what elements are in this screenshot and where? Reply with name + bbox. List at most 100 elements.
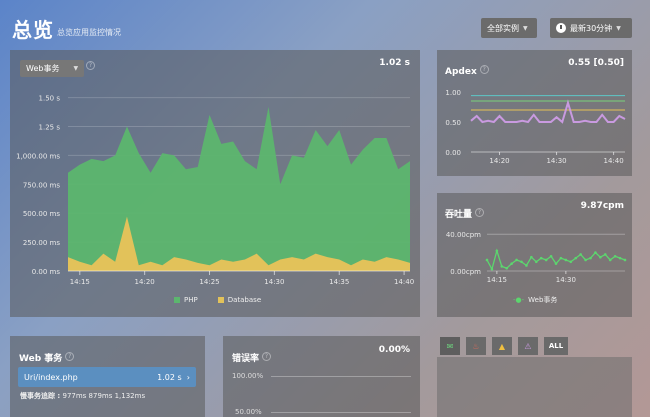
y-tick-label: 1.00	[445, 89, 461, 97]
error-rate-title: 错误率	[232, 354, 260, 364]
apdex-line	[470, 99, 626, 124]
apdex-value: 0.55 [0.50]	[568, 58, 624, 68]
throughput-point	[599, 255, 602, 259]
x-tick-label: 14:30	[556, 276, 576, 284]
clock-icon	[556, 23, 566, 33]
web-transaction-dropdown-label: Web事务	[26, 64, 60, 73]
chevron-right-icon: ›	[186, 372, 190, 382]
throughput-point	[554, 262, 558, 265]
throughput-point	[569, 260, 573, 264]
slow-trace-values[interactable]: 977ms 879ms 1,132ms	[62, 392, 146, 400]
tab-critical[interactable]: ♨	[466, 337, 486, 355]
chevron-down-icon: ▼	[523, 24, 528, 32]
throughput-point	[549, 254, 553, 258]
tab-all-label: ALL	[548, 342, 564, 350]
fire-icon: ♨	[472, 341, 480, 351]
throughput-point	[623, 258, 627, 262]
throughput-point	[574, 256, 578, 260]
throughput-legend-label: Web事务	[528, 296, 558, 304]
chart-legend: PHP Database	[174, 296, 261, 304]
web-transaction-dropdown[interactable]: Web事务 ▼	[20, 60, 85, 77]
error-ytick-100: 100.00%	[232, 372, 264, 380]
alerts-content	[437, 357, 632, 417]
x-tick-label: 14:20	[135, 278, 155, 286]
web-area-chart: 1.50 s 1.25 s 1,000.00 ms 750.00 ms 500.00 m…	[16, 95, 414, 286]
throughput-point	[559, 256, 563, 260]
tab-all[interactable]: ALL	[544, 337, 568, 355]
transaction-row[interactable]: Uri/index.php 1.02 s ›	[18, 367, 196, 387]
help-icon[interactable]: ?	[86, 61, 95, 70]
error-ytick-50: 50.00%	[235, 408, 262, 416]
throughput-point	[530, 255, 533, 259]
throughput-point	[525, 264, 528, 267]
apdex-title: Apdex	[445, 67, 477, 77]
web-transactions-list-panel: Web 事务? Uri/index.php 1.02 s › 慢事务追踪 : 9…	[10, 336, 205, 417]
x-tick-label: 14:30	[264, 278, 284, 286]
help-icon[interactable]: ?	[65, 352, 75, 361]
alerts-panel: ✉ ♨ ▲ ⚠ ALL	[437, 336, 632, 417]
y-tick-label: 250.00 ms	[23, 239, 61, 247]
throughput-point	[608, 258, 612, 262]
error-rate-value: 0.00%	[378, 345, 410, 355]
apdex-line-chart: 1.00 0.50 0.00 14:20 14:30 14:40	[445, 89, 626, 165]
x-tick-label: 14:40	[394, 278, 414, 286]
throughput-point	[534, 260, 538, 264]
throughput-point	[539, 256, 543, 260]
throughput-point	[485, 258, 489, 262]
php-legend-label: PHP	[184, 296, 198, 304]
y-tick-label: 0.00 ms	[32, 268, 61, 276]
throughput-legend: -●- Web事务	[513, 295, 557, 305]
y-tick-label: 40.00cpm	[446, 231, 481, 239]
warning-cone-icon: ▲	[498, 341, 506, 351]
database-legend-label: Database	[227, 296, 262, 304]
help-icon[interactable]: ?	[479, 65, 489, 74]
y-tick-label: 1.50 s	[39, 95, 61, 103]
x-tick-label: 14:15	[487, 276, 507, 284]
y-tick-label: 0.00cpm	[450, 268, 481, 276]
help-icon[interactable]: ?	[262, 352, 272, 361]
help-icon[interactable]: ?	[475, 208, 485, 217]
instances-label: 全部实例	[487, 23, 519, 33]
web-chart-value: 1.02 s	[379, 58, 410, 68]
error-rate-panel: 错误率? 0.00% 100.00% 50.00%	[223, 336, 420, 417]
transaction-time: 1.02 s	[157, 372, 182, 382]
throughput-point	[505, 266, 509, 270]
throughput-panel: 吞吐量? 9.87cpm 40.00cpm 0.00cpm 14:15 14:30 -…	[437, 193, 632, 317]
throughput-point	[613, 254, 617, 258]
y-tick-label: 0.00	[445, 149, 461, 157]
web-tx-title: Web 事务	[19, 354, 63, 364]
database-area	[68, 216, 410, 271]
transaction-uri: Uri/index.php	[24, 372, 78, 382]
throughput-point	[495, 249, 499, 253]
time-range-dropdown[interactable]: 最新30分钟 ▼	[550, 18, 632, 38]
x-tick-label: 14:35	[329, 278, 349, 286]
inbox-icon: ✉	[446, 341, 454, 351]
page-title: 总览	[12, 18, 54, 42]
php-legend-swatch	[174, 297, 180, 303]
slow-trace-row: 慢事务追踪 : 977ms 879ms 1,132ms	[20, 391, 145, 401]
tab-warning[interactable]: ▲	[492, 337, 512, 355]
y-tick-label: 750.00 ms	[23, 181, 61, 189]
alert-tabs: ✉ ♨ ▲ ⚠ ALL	[440, 337, 568, 355]
throughput-value: 9.87cpm	[580, 201, 624, 211]
throughput-point	[490, 267, 494, 271]
php-area	[68, 106, 410, 271]
alert-icon: ⚠	[524, 341, 532, 351]
chevron-down-icon: ▼	[616, 24, 621, 32]
throughput-point	[510, 262, 513, 265]
chevron-down-icon: ▼	[73, 65, 79, 72]
page-subtitle: 总览应用监控情况	[57, 28, 121, 37]
throughput-point	[515, 258, 518, 262]
tab-alert[interactable]: ⚠	[518, 337, 538, 355]
throughput-point	[520, 260, 523, 264]
y-tick-label: 500.00 ms	[23, 210, 61, 218]
x-tick-label: 14:30	[546, 157, 566, 165]
gridline	[271, 376, 411, 377]
throughput-point	[584, 258, 587, 262]
time-range-label: 最新30分钟	[570, 23, 613, 33]
instances-dropdown[interactable]: 全部实例 ▼	[481, 18, 537, 38]
throughput-point	[594, 251, 597, 254]
x-tick-label: 14:15	[70, 278, 90, 286]
tab-inbox[interactable]: ✉	[440, 337, 460, 355]
throughput-point	[603, 253, 607, 256]
